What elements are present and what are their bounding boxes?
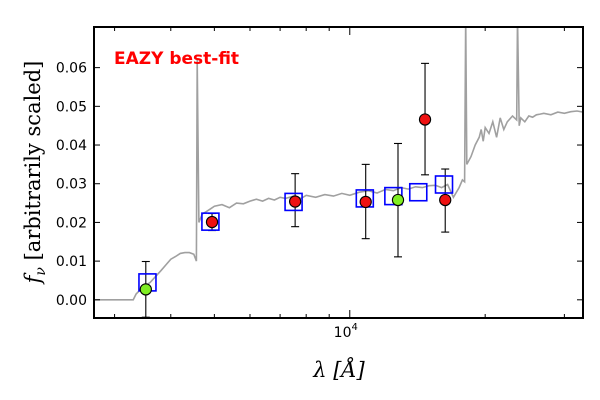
model-flux-layer xyxy=(138,175,454,292)
y-axis: 0.00 0.01 0.02 0.03 0.04 0.05 0.06 xyxy=(56,61,583,309)
y-tick-label: 0.01 xyxy=(56,254,87,270)
observed-flux-point xyxy=(359,195,372,209)
model-flux-square xyxy=(408,182,428,202)
y-tick-label: 0.06 xyxy=(56,61,87,77)
y-tick-label: 0.00 xyxy=(56,293,87,309)
x-axis: 104 xyxy=(114,27,565,341)
observed-flux-point xyxy=(391,193,405,207)
observed-flux-point xyxy=(139,283,152,296)
template-spectrum-layer xyxy=(94,27,583,301)
y-tick-label: 0.05 xyxy=(56,99,87,115)
model-flux-square xyxy=(284,192,303,212)
x-tick-label: 104 xyxy=(334,322,358,341)
y-axis-title: fν [arbitrarily scaled] xyxy=(21,61,49,286)
observed-flux-point xyxy=(205,215,219,229)
model-flux-square xyxy=(201,212,220,231)
errorbar-layer xyxy=(141,62,450,318)
observed-flux-point xyxy=(439,193,452,207)
fit-label: EAZY best-fit xyxy=(114,49,239,69)
observed-flux-point xyxy=(288,195,302,208)
y-tick-label: 0.02 xyxy=(56,215,87,231)
observed-flux-point xyxy=(418,113,432,126)
observed-flux-layer xyxy=(139,113,452,296)
svg-text:fν [arbitrarily scaled]: fν [arbitrarily scaled] xyxy=(21,61,49,286)
y-tick-label: 0.04 xyxy=(56,138,87,154)
y-tick-label: 0.03 xyxy=(56,177,87,193)
model-flux-square xyxy=(434,175,454,194)
x-axis-title: λ [Å] xyxy=(312,357,365,382)
spectrum-line xyxy=(94,27,583,301)
plot-frame xyxy=(93,26,584,319)
